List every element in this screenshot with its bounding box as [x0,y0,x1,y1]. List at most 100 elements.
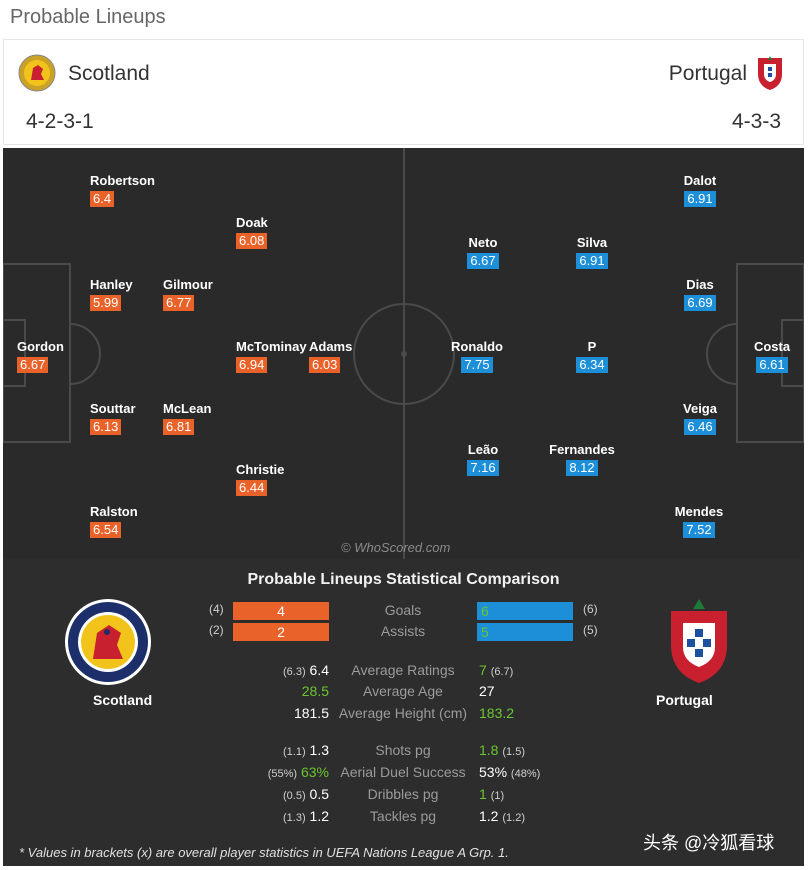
player-card[interactable]: Dalot 6.91 [675,173,725,208]
player-card[interactable]: Robertson 6.4 [90,173,155,208]
home-team-name[interactable]: Scotland [68,62,150,85]
away-goals-bar: 6 [477,602,573,620]
home-bracket: (4) [209,602,224,616]
stat-row-assists: (2) 2 Assists 5 (5) [3,623,804,643]
player-name-blurred: P [587,339,597,354]
away-stat: 7 [479,662,487,678]
player-card[interactable]: Gordon 6.67 [17,339,64,374]
home-team-name[interactable]: Scotland [93,692,153,708]
away-value: 7 (6.7) [479,662,513,678]
player-card[interactable]: Ralston 6.54 [90,504,138,539]
player-name: Doak [236,215,268,230]
player-rating: 7.52 [683,522,715,538]
player-card[interactable]: Ronaldo 7.75 [447,339,507,374]
player-name: Robertson [90,173,155,188]
player-rating: 7.16 [467,460,499,476]
player-card[interactable]: Silva 6.91 [567,235,617,270]
player-card[interactable]: Souttar 6.13 [90,401,136,436]
player-name: Dalot [683,173,717,188]
player-card[interactable]: Costa 6.61 [749,339,795,374]
home-bracket: (1.1) [283,746,306,758]
teams-header: Scotland 4-2-3-1 Portugal 4-3-3 [3,39,804,145]
away-bracket: (1) [490,790,505,802]
player-rating: 6.46 [684,419,716,435]
source-tag: 头条 @冷狐看球 [643,833,775,853]
footnote: * Values in brackets (x) are overall pla… [19,845,509,860]
stat-label: Aerial Duel Success [340,764,466,780]
home-bracket: (55%) [267,768,298,780]
player-rating: 6.4 [90,191,115,207]
player-rating: 6.13 [90,419,122,435]
portugal-crest-icon [671,599,727,683]
home-bracket: (0.5) [283,790,306,802]
player-rating: 6.54 [90,522,122,538]
player-name: Silva [576,235,608,250]
player-card[interactable]: Adams 6.03 [309,339,352,374]
home-value: (0.5) 0.5 [283,786,329,802]
away-stat: 1.2 [479,808,499,824]
stat-label: Dribbles pg [367,786,439,802]
player-card[interactable]: McTominay 6.94 [236,339,307,374]
stat-label: Average Age [363,683,443,699]
scotland-crest-icon [18,54,56,92]
home-formation: 4-2-3-1 [26,110,94,133]
player-rating: 7.75 [461,357,493,373]
player-rating: 6.77 [163,295,195,311]
away-assists-bar: 5 [477,623,573,641]
player-name: Neto [468,235,498,250]
stat-label: Goals [384,602,422,618]
page-title: Probable Lineups [10,6,166,28]
player-card[interactable]: Veiga 6.46 [675,401,725,436]
home-stat: 0.5 [309,786,329,802]
stat-row-dribbles: (0.5) 0.5 Dribbles pg 1 (1) [3,786,804,806]
player-rating: 6.81 [163,419,195,435]
player-card[interactable]: Mendes 7.52 [667,504,731,539]
player-card[interactable]: McLean 6.81 [163,401,211,436]
away-stat: 183.2 [479,705,515,721]
player-card[interactable]: Leão 7.16 [458,442,508,477]
home-stat: 1.2 [309,808,329,824]
player-card[interactable]: Gilmour 6.77 [163,277,213,312]
pitch-lines [3,148,804,559]
player-name: Leão [467,442,499,457]
player-rating: 5.99 [90,295,122,311]
player-card[interactable]: Fernandes 8.12 [545,442,619,477]
home-stat: 181.5 [293,705,329,721]
player-rating: 6.67 [467,253,499,269]
stat-label: Tackles pg [369,808,437,824]
away-bracket: (1.5) [502,746,525,758]
player-card[interactable]: Hanley 5.99 [90,277,133,312]
home-assists-bar: 2 [233,623,329,641]
player-card[interactable]: Doak 6.08 [236,215,268,250]
player-card[interactable]: Neto 6.67 [458,235,508,270]
away-team-name[interactable]: Portugal [656,692,713,708]
player-name: Souttar [90,401,136,416]
away-value: 1 (1) [479,786,504,802]
stat-label: Average Height (cm) [338,705,468,721]
player-name: Dias [686,277,714,292]
player-name: Costa [753,339,791,354]
player-rating: 6.91 [576,253,608,269]
stat-row-average-ratings: (6.3) 6.4 Average Ratings 7 (6.7) [3,662,804,682]
stat-row-shots: (1.1) 1.3 Shots pg 1.8 (1.5) [3,742,804,762]
away-value: 1.2 (1.2) [479,808,525,824]
away-stat: 1 [479,786,487,802]
player-name: Gordon [17,339,64,354]
home-bracket: (2) [209,623,224,637]
player-card[interactable]: P 6.34 [557,339,627,374]
player-card[interactable]: Dias 6.69 [675,277,725,312]
player-name: Gilmour [163,277,213,292]
player-name: Adams [309,339,353,354]
player-card[interactable]: Christie 6.44 [236,462,284,497]
away-stat: 53% [479,764,508,780]
player-name: McLean [163,401,212,416]
home-stat: 1.3 [309,742,329,758]
player-name: Fernandes [549,442,615,457]
away-bracket: (1.2) [502,812,525,824]
home-value: (55%) 63% [268,764,329,780]
away-team-name[interactable]: Portugal [668,62,747,85]
player-name: Veiga [683,401,717,416]
player-rating: 6.91 [684,191,716,207]
home-value: (1.3) 1.2 [283,808,329,824]
away-bracket: (48%) [510,768,541,780]
